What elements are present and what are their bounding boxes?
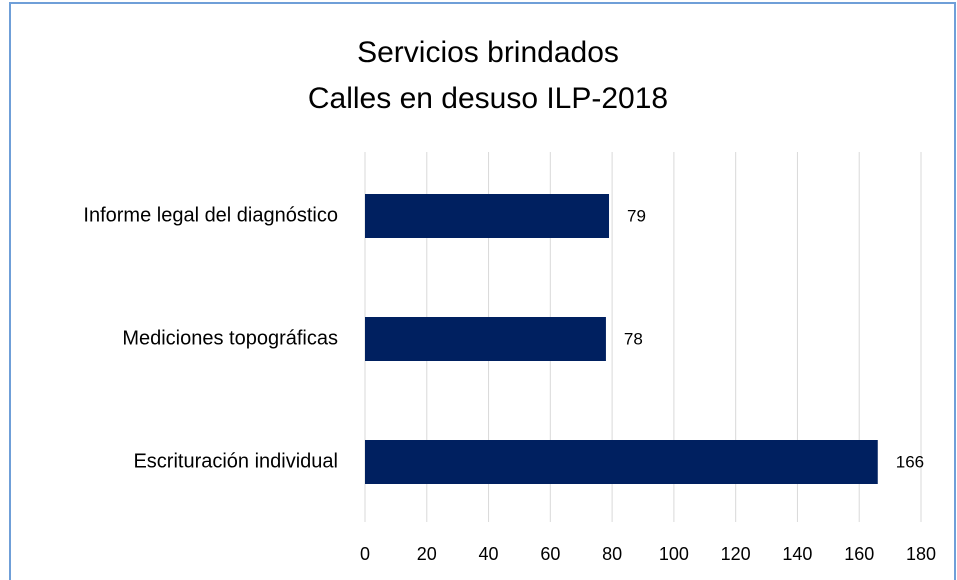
bar bbox=[365, 194, 610, 238]
x-tick-label: 160 bbox=[844, 544, 874, 564]
data-label: 166 bbox=[896, 452, 924, 471]
data-label: 78 bbox=[624, 329, 643, 348]
x-tick-label: 0 bbox=[360, 544, 370, 564]
bar bbox=[365, 317, 606, 361]
x-tick-label: 80 bbox=[602, 544, 622, 564]
y-tick-label: Mediciones topográficas bbox=[122, 327, 338, 349]
data-label: 79 bbox=[627, 206, 646, 225]
x-tick-label: 120 bbox=[721, 544, 751, 564]
bar bbox=[365, 440, 878, 484]
x-tick-label: 140 bbox=[782, 544, 812, 564]
x-tick-label: 180 bbox=[906, 544, 936, 564]
chart-title: Servicios brindados bbox=[357, 36, 619, 69]
y-tick-label: Escrituración individual bbox=[133, 450, 338, 472]
chart-title: Calles en desuso ILP-2018 bbox=[308, 82, 668, 115]
x-tick-label: 60 bbox=[540, 544, 560, 564]
y-tick-label: Informe legal del diagnóstico bbox=[83, 204, 338, 226]
x-tick-label: 40 bbox=[479, 544, 499, 564]
x-tick-label: 100 bbox=[659, 544, 689, 564]
x-tick-label: 20 bbox=[417, 544, 437, 564]
